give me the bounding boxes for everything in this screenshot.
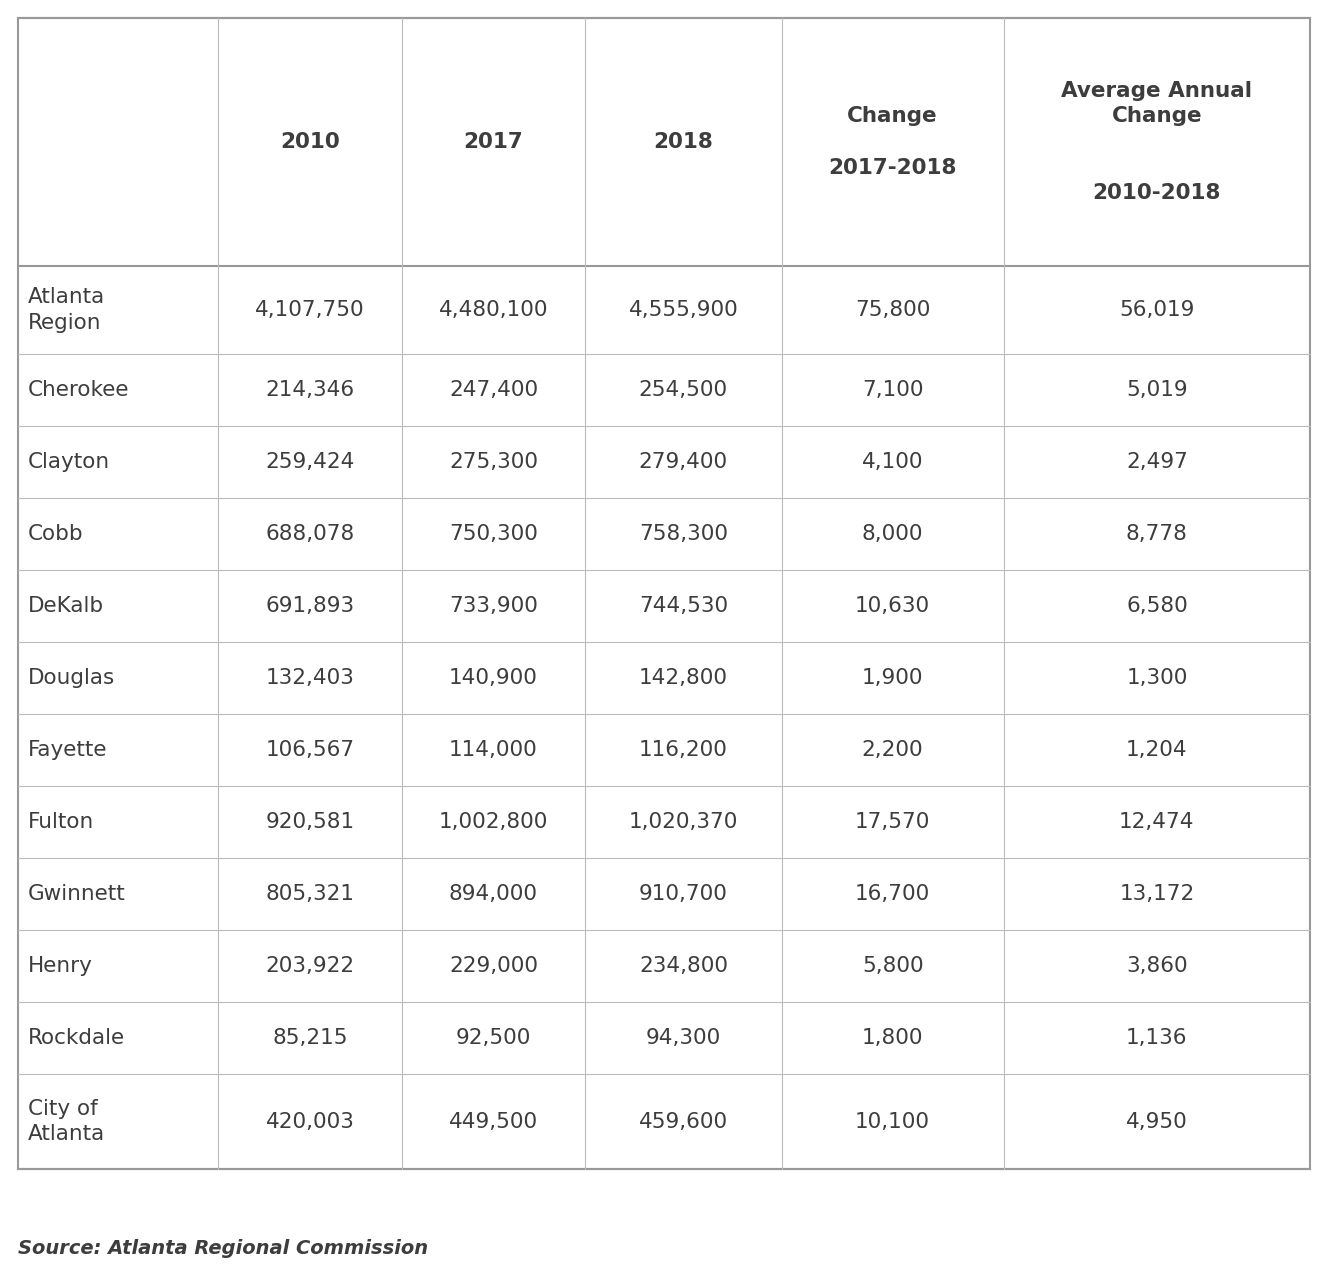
Text: 17,570: 17,570: [855, 811, 931, 832]
Text: Source: Atlanta Regional Commission: Source: Atlanta Regional Commission: [19, 1239, 428, 1257]
Text: 750,300: 750,300: [449, 524, 538, 544]
Text: 744,530: 744,530: [639, 596, 728, 616]
Text: Douglas: Douglas: [28, 668, 116, 688]
Text: 140,900: 140,900: [449, 668, 538, 688]
Text: 8,000: 8,000: [862, 524, 923, 544]
Text: 16,700: 16,700: [855, 883, 931, 904]
Text: 279,400: 279,400: [639, 452, 728, 473]
Text: DeKalb: DeKalb: [28, 596, 104, 616]
Text: 2,497: 2,497: [1126, 452, 1187, 473]
Text: 259,424: 259,424: [266, 452, 355, 473]
Text: 4,480,100: 4,480,100: [438, 300, 548, 320]
Text: 1,002,800: 1,002,800: [438, 811, 548, 832]
Text: 2,200: 2,200: [862, 740, 923, 760]
Text: 94,300: 94,300: [645, 1028, 721, 1048]
Text: 2010: 2010: [280, 132, 340, 152]
Text: 8,778: 8,778: [1126, 524, 1187, 544]
Text: 132,403: 132,403: [266, 668, 355, 688]
Text: 12,474: 12,474: [1120, 811, 1195, 832]
Text: 247,400: 247,400: [449, 380, 538, 401]
Text: 688,078: 688,078: [266, 524, 355, 544]
Text: 459,600: 459,600: [639, 1112, 728, 1131]
Text: 4,555,900: 4,555,900: [628, 300, 738, 320]
Text: 920,581: 920,581: [266, 811, 355, 832]
Text: 4,950: 4,950: [1126, 1112, 1187, 1131]
Text: 234,800: 234,800: [639, 957, 728, 976]
Text: 214,346: 214,346: [266, 380, 355, 401]
Text: Cobb: Cobb: [28, 524, 84, 544]
Text: 85,215: 85,215: [272, 1028, 348, 1048]
Text: 56,019: 56,019: [1120, 300, 1195, 320]
Text: Atlanta
Region: Atlanta Region: [28, 288, 105, 333]
Text: 691,893: 691,893: [266, 596, 355, 616]
Bar: [19, 18, 1309, 1168]
Text: 449,500: 449,500: [449, 1112, 538, 1131]
Text: 92,500: 92,500: [456, 1028, 531, 1048]
Text: 1,900: 1,900: [862, 668, 923, 688]
Text: 5,019: 5,019: [1126, 380, 1187, 401]
Text: 6,580: 6,580: [1126, 596, 1187, 616]
Text: 2017: 2017: [463, 132, 523, 152]
Text: 1,136: 1,136: [1126, 1028, 1187, 1048]
Text: Cherokee: Cherokee: [28, 380, 130, 401]
Text: 1,204: 1,204: [1126, 740, 1187, 760]
Text: 4,107,750: 4,107,750: [255, 300, 365, 320]
Text: 203,922: 203,922: [266, 957, 355, 976]
Text: Fulton: Fulton: [28, 811, 94, 832]
Text: 5,800: 5,800: [862, 957, 923, 976]
Text: 10,100: 10,100: [855, 1112, 930, 1131]
Text: 1,800: 1,800: [862, 1028, 923, 1048]
Text: Rockdale: Rockdale: [28, 1028, 125, 1048]
Text: Gwinnett: Gwinnett: [28, 883, 126, 904]
Text: 733,900: 733,900: [449, 596, 538, 616]
Text: Fayette: Fayette: [28, 740, 108, 760]
Text: 75,800: 75,800: [855, 300, 931, 320]
Text: 10,630: 10,630: [855, 596, 930, 616]
Text: 894,000: 894,000: [449, 883, 538, 904]
Text: 910,700: 910,700: [639, 883, 728, 904]
Text: 758,300: 758,300: [639, 524, 728, 544]
Text: 254,500: 254,500: [639, 380, 728, 401]
Text: Change

2017-2018: Change 2017-2018: [829, 107, 957, 177]
Text: 1,020,370: 1,020,370: [628, 811, 738, 832]
Text: 116,200: 116,200: [639, 740, 728, 760]
Text: 420,003: 420,003: [266, 1112, 355, 1131]
Text: 106,567: 106,567: [266, 740, 355, 760]
Text: 13,172: 13,172: [1120, 883, 1194, 904]
Text: Henry: Henry: [28, 957, 93, 976]
Text: 229,000: 229,000: [449, 957, 538, 976]
Text: 805,321: 805,321: [266, 883, 355, 904]
Text: Clayton: Clayton: [28, 452, 110, 473]
Text: 275,300: 275,300: [449, 452, 538, 473]
Text: Average Annual
Change


2010-2018: Average Annual Change 2010-2018: [1061, 81, 1252, 203]
Text: 142,800: 142,800: [639, 668, 728, 688]
Text: 114,000: 114,000: [449, 740, 538, 760]
Text: 1,300: 1,300: [1126, 668, 1187, 688]
Text: 4,100: 4,100: [862, 452, 923, 473]
Text: 3,860: 3,860: [1126, 957, 1187, 976]
Text: City of
Atlanta: City of Atlanta: [28, 1099, 105, 1144]
Text: 7,100: 7,100: [862, 380, 923, 401]
Text: 2018: 2018: [653, 132, 713, 152]
